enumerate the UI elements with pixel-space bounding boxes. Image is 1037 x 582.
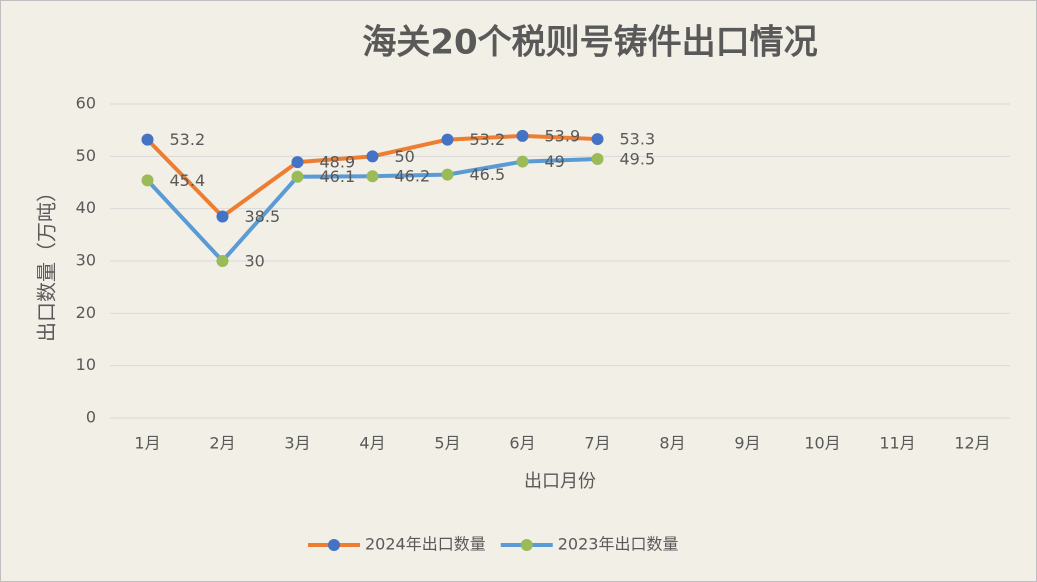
point-marker	[141, 133, 154, 146]
x-tick-label: 9月	[734, 434, 760, 453]
marks: 53.2 38.5 48.9 50 53.2 53.9 53.3 45.4 30 46.1 46.2…	[141, 126, 656, 271]
legend-label: 2023年出口数量	[558, 535, 679, 554]
data-label: 48.9	[320, 153, 356, 172]
data-label: 45.4	[170, 171, 206, 190]
point-marker	[591, 152, 604, 165]
y-tick-label: 40	[76, 198, 96, 217]
x-axis-label: 出口月份	[524, 471, 596, 492]
data-label: 50	[395, 147, 415, 166]
chart-title: 海关20个税则号铸件出口情况	[362, 23, 817, 63]
data-label: 38.5	[245, 207, 281, 226]
y-tick-label: 20	[76, 303, 96, 322]
point-marker	[366, 170, 379, 183]
data-label: 49.5	[620, 149, 656, 168]
x-tick-label: 5月	[434, 434, 460, 453]
point-marker	[291, 156, 304, 169]
x-tick-label: 10月	[804, 434, 840, 453]
x-tick-label: 4月	[359, 434, 385, 453]
x-tick-label: 12月	[954, 434, 990, 453]
y-tick-label: 0	[86, 408, 96, 427]
x-tick-label: 6月	[509, 434, 535, 453]
x-tick-label: 7月	[584, 434, 610, 453]
data-label: 53.3	[620, 130, 656, 149]
legend: 2024年出口数量 2023年出口数量	[308, 535, 678, 554]
data-label: 46.5	[470, 165, 506, 184]
point-marker	[291, 170, 304, 183]
x-tick-label: 1月	[134, 434, 160, 453]
point-marker	[516, 155, 529, 168]
point-marker	[366, 150, 379, 163]
data-label: 53.9	[545, 126, 581, 145]
point-marker	[216, 210, 229, 223]
x-tick-label: 3月	[284, 434, 310, 453]
data-label: 49	[545, 152, 565, 171]
legend-label: 2024年出口数量	[365, 535, 486, 554]
y-axis-label: 出口数量（万吨）	[35, 182, 59, 342]
data-label: 30	[245, 252, 265, 271]
x-tick-label: 2月	[209, 434, 235, 453]
y-tick-label: 10	[76, 355, 96, 374]
data-label: 53.2	[470, 130, 506, 149]
y-tick-label: 60	[76, 94, 96, 113]
point-marker	[216, 255, 229, 267]
x-tick-label: 8月	[659, 434, 685, 453]
data-label: 46.2	[395, 167, 431, 186]
legend-marker	[520, 539, 533, 551]
grid: 0 10 20 30 40 50 60 1月 2月 3月 4月 5月 6月 7月 8月 9月 10月 11月 12月	[76, 94, 1010, 453]
y-tick-label: 50	[76, 146, 96, 165]
point-marker	[516, 129, 529, 142]
point-marker	[441, 133, 454, 146]
point-marker	[141, 174, 154, 187]
legend-marker	[328, 539, 340, 551]
data-label: 53.2	[170, 130, 206, 149]
data-label: 46.1	[320, 167, 356, 186]
point-marker	[441, 168, 454, 181]
y-tick-label: 30	[76, 251, 96, 270]
point-marker	[591, 133, 604, 146]
x-tick-label: 11月	[879, 434, 915, 453]
